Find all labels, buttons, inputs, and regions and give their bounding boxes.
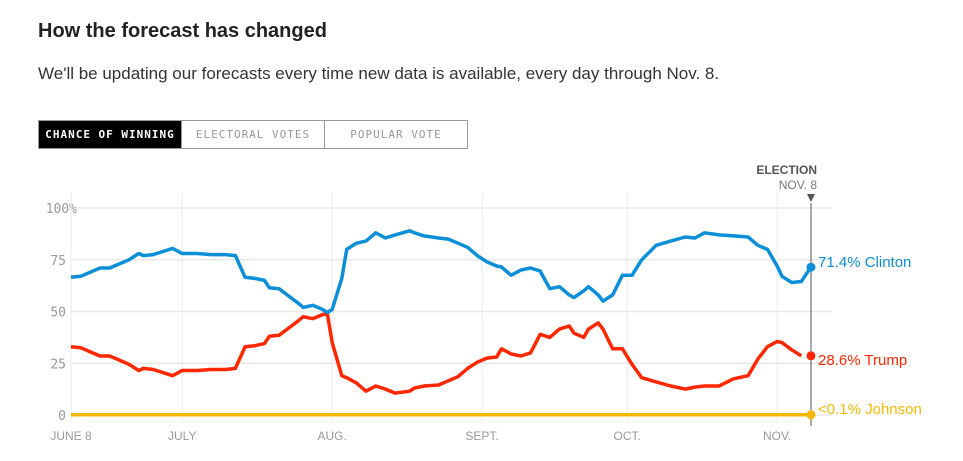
tab-popular-vote[interactable]: POPULAR VOTE xyxy=(324,121,467,148)
x-tick-label: AUG. xyxy=(318,429,347,443)
series-line-clinton xyxy=(70,229,813,315)
section-title: How the forecast has changed xyxy=(38,20,327,42)
x-tick-label: JULY xyxy=(168,429,196,443)
y-tick-label: 100% xyxy=(46,202,77,217)
election-date: NOV. 8 xyxy=(779,178,818,192)
view-tabs: CHANCE OF WINNING ELECTORAL VOTES POPULA… xyxy=(38,120,468,149)
endpoint-dot-johnson xyxy=(806,410,816,420)
x-tick-label: OCT. xyxy=(614,429,641,443)
tab-electoral-votes[interactable]: ELECTORAL VOTES xyxy=(181,121,324,148)
x-tick-label: NOV. xyxy=(763,429,791,443)
y-tick-label: 75 xyxy=(50,254,66,269)
x-tick-label: JUNE 8 xyxy=(50,429,92,443)
final-label-trump: 28.6% Trump xyxy=(818,352,907,369)
election-title: ELECTION xyxy=(756,163,817,177)
endpoint-dot-trump xyxy=(806,351,816,361)
tab-chance-of-winning[interactable]: CHANCE OF WINNING xyxy=(39,121,181,148)
final-label-johnson: <0.1% Johnson xyxy=(818,401,922,418)
y-tick-label: 0 xyxy=(58,409,66,424)
section-subtitle: We'll be updating our forecasts every ti… xyxy=(38,64,720,83)
y-tick-label: 50 xyxy=(50,306,66,321)
y-tick-label: 25 xyxy=(50,357,66,372)
x-tick-label: SEPT. xyxy=(465,429,498,443)
final-label-clinton: 71.4% Clinton xyxy=(818,254,911,271)
series-line-trump xyxy=(70,311,803,395)
election-marker-icon xyxy=(807,194,815,202)
endpoint-dot-clinton xyxy=(806,262,816,272)
